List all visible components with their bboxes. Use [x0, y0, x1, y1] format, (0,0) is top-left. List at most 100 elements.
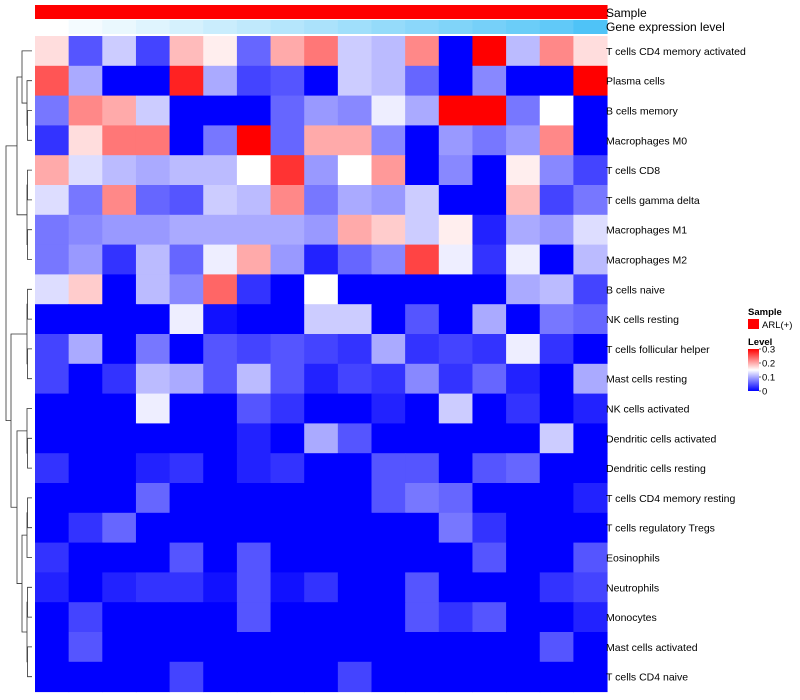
- heatmap-cell: [203, 274, 238, 305]
- heatmap-cell: [169, 334, 204, 365]
- row-label: NK cells resting: [606, 314, 679, 326]
- heatmap-cell: [539, 334, 574, 365]
- heatmap-cell: [68, 423, 103, 454]
- heatmap-cell: [506, 65, 541, 97]
- heatmap-cell: [203, 542, 238, 573]
- sample-annotation-cell: [472, 5, 507, 19]
- heatmap-cell: [337, 423, 372, 454]
- heatmap-cell: [304, 363, 339, 395]
- heatmap-cell: [203, 334, 238, 365]
- heatmap-cell: [203, 602, 238, 633]
- heatmap-cell: [102, 423, 137, 454]
- heatmap-cell: [371, 512, 406, 544]
- heatmap-cell: [169, 602, 204, 633]
- heatmap-cell: [236, 185, 272, 216]
- heatmap-cell: [371, 453, 406, 484]
- heatmap-cell: [102, 244, 137, 275]
- expression-annotation-cell: [371, 20, 406, 34]
- heatmap-cell: [405, 423, 440, 454]
- heatmap-cell: [236, 542, 272, 573]
- legend-tick-label: 0.2: [762, 359, 775, 370]
- heatmap-cell: [573, 334, 608, 365]
- heatmap-cell: [135, 423, 171, 454]
- heatmap-cell: [236, 304, 272, 335]
- heatmap-cell: [506, 125, 541, 156]
- heatmap-cell: [506, 363, 541, 395]
- sample-annotation-cell: [236, 5, 272, 19]
- heatmap-cell: [506, 542, 541, 573]
- legend: Sample ARL(+) Level 0.3 0.2 0.1 0: [748, 307, 792, 398]
- heatmap-cell: [573, 125, 608, 156]
- heatmap-cell: [371, 36, 406, 67]
- heatmap-cell: [573, 393, 608, 424]
- heatmap-cell: [371, 304, 406, 335]
- heatmap-cell: [438, 65, 473, 97]
- heatmap-cell: [169, 155, 204, 186]
- heatmap-cell: [472, 363, 507, 395]
- heatmap-cell: [35, 36, 70, 67]
- heatmap-cell: [304, 602, 339, 633]
- sample-annotation-label: Sample: [606, 6, 647, 20]
- heatmap-cell: [438, 602, 473, 633]
- heatmap-cell: [135, 65, 171, 97]
- heatmap-cell: [438, 393, 473, 424]
- heatmap-cell: [35, 214, 70, 246]
- heatmap-cell: [135, 185, 171, 216]
- row-label: T cells regulatory Tregs: [606, 523, 715, 535]
- row-label: B cells memory: [606, 106, 679, 118]
- heatmap-cell: [438, 214, 473, 246]
- heatmap-cell: [169, 95, 204, 126]
- heatmap-cell: [35, 453, 70, 484]
- heatmap-cell: [337, 125, 372, 156]
- heatmap-cell: [438, 572, 473, 603]
- row-label: Macrophages M2: [606, 255, 687, 267]
- dendrogram-branch: [27, 646, 32, 678]
- heatmap-cell: [337, 542, 372, 573]
- heatmap-cell: [405, 512, 440, 544]
- heatmap-cell: [371, 334, 406, 365]
- heatmap-cell: [506, 512, 541, 544]
- heatmap-cell: [371, 363, 406, 395]
- heatmap-cell: [270, 483, 305, 514]
- row-label: T cells CD4 memory activated: [606, 46, 746, 58]
- heatmap-cell: [506, 572, 541, 603]
- heatmap-cell: [337, 244, 372, 275]
- heatmap-cell: [405, 363, 440, 395]
- heatmap-cell: [270, 661, 305, 693]
- heatmap-cell: [102, 65, 137, 97]
- heatmap-cell: [337, 602, 372, 633]
- sample-annotation-cell: [405, 5, 440, 19]
- heatmap-cell: [35, 602, 70, 633]
- expression-annotation-cell: [236, 20, 272, 34]
- expression-annotation-cell: [573, 20, 608, 34]
- heatmap-cell: [337, 363, 372, 395]
- heatmap-cell: [203, 363, 238, 395]
- heatmap-cell: [203, 155, 238, 186]
- heatmap-cell: [371, 661, 406, 693]
- heatmap-cell: [438, 155, 473, 186]
- heatmap-cell: [405, 214, 440, 246]
- heatmap-cell: [304, 393, 339, 424]
- heatmap-cell: [270, 214, 305, 246]
- heatmap-cell: [236, 423, 272, 454]
- legend-level-ticks: 0.3 0.2 0.1 0: [759, 345, 775, 398]
- heatmap-cell: [270, 393, 305, 424]
- heatmap-cell: [270, 602, 305, 633]
- expression-annotation-cell: [270, 20, 305, 34]
- heatmap-cell: [102, 512, 137, 544]
- legend-tick-label: 0.3: [762, 345, 775, 356]
- dendrogram-branch: [27, 437, 32, 469]
- heatmap-cell: [169, 393, 204, 424]
- heatmap-cell: [405, 572, 440, 603]
- heatmap-cell: [438, 304, 473, 335]
- heatmap-cell: [169, 423, 204, 454]
- heatmap-cell: [472, 274, 507, 305]
- heatmap-cell: [573, 304, 608, 335]
- heatmap-cell: [304, 274, 339, 305]
- heatmap-cell: [506, 304, 541, 335]
- heatmap-cell: [203, 572, 238, 603]
- heatmap-cell: [102, 125, 137, 156]
- heatmap-cell: [337, 274, 372, 305]
- heatmap-cell: [102, 632, 137, 663]
